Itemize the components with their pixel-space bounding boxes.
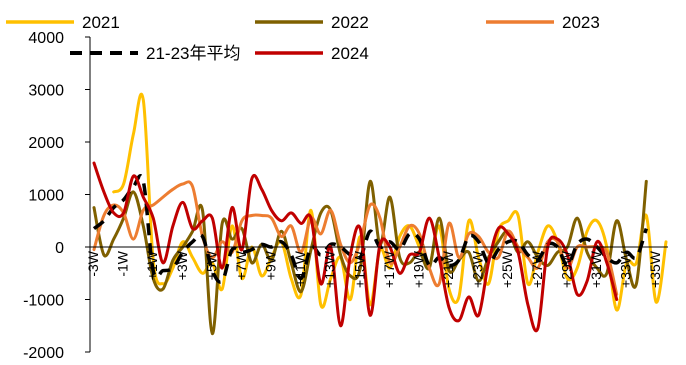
- legend-item-2024: 2024: [255, 44, 369, 63]
- legend: 2021 2022 2023 21-23年平均 2024: [6, 13, 600, 63]
- legend-item-21-23年平均: 21-23年平均: [70, 44, 240, 63]
- x-tick-label: +17W: [381, 250, 397, 288]
- x-tick-label: +25W: [499, 250, 515, 288]
- legend-label: 2023: [562, 13, 600, 32]
- x-tick-label: +5W: [203, 250, 219, 280]
- series-line-2024: [92, 161, 619, 333]
- x-tick-label: +33W: [618, 250, 634, 288]
- legend-item-2021: 2021: [6, 13, 120, 32]
- x-tick-label: +35W: [647, 250, 663, 288]
- x-tick-label: +29W: [558, 250, 574, 288]
- x-tick-label: +11W: [292, 250, 308, 287]
- y-tick-label: 1000: [28, 188, 64, 205]
- x-tick-label: +9W: [263, 250, 279, 280]
- x-tick-label: +27W: [529, 250, 545, 288]
- y-tick-label: 3000: [28, 83, 64, 100]
- legend-label: 2022: [331, 13, 369, 32]
- y-tick-label: 2000: [28, 135, 64, 152]
- x-tick-label: +31W: [588, 250, 604, 288]
- y-tick-label: 0: [55, 240, 64, 257]
- x-tick-label: +13W: [322, 250, 338, 288]
- x-tick-label: +15W: [351, 250, 367, 288]
- x-tick-label: +19W: [410, 250, 426, 288]
- x-tick-label: +7W: [233, 250, 249, 280]
- series-line-2023: [92, 180, 619, 296]
- series-line-21-23年平均: [92, 174, 648, 284]
- x-tick-label: +21W: [440, 250, 456, 288]
- y-tick-label: 4000: [28, 30, 64, 47]
- legend-item-2022: 2022: [255, 13, 369, 32]
- series-line-2021: [112, 92, 668, 312]
- series-layer: [92, 92, 668, 336]
- x-tick-label: +3W: [174, 250, 190, 280]
- series-line-2022: [92, 179, 648, 336]
- x-axis: -3W -1W +1W +3W +5W +7W +9W +11W +13W +15W +17W +19…: [85, 246, 668, 288]
- y-tick-label: -2000: [23, 345, 64, 362]
- x-tick-label: +1W: [144, 250, 160, 280]
- legend-item-2023: 2023: [486, 13, 600, 32]
- x-tick-label: -1W: [115, 250, 131, 276]
- x-tick-label: +23W: [470, 250, 486, 288]
- y-tick-label: -1000: [23, 293, 64, 310]
- legend-label: 21-23年平均: [146, 44, 240, 63]
- legend-label: 2021: [82, 13, 120, 32]
- x-tick-label: -3W: [85, 250, 101, 276]
- y-axis: 4000 3000 2000 1000 0 -1000 -2000: [23, 30, 91, 362]
- legend-label: 2024: [331, 44, 369, 63]
